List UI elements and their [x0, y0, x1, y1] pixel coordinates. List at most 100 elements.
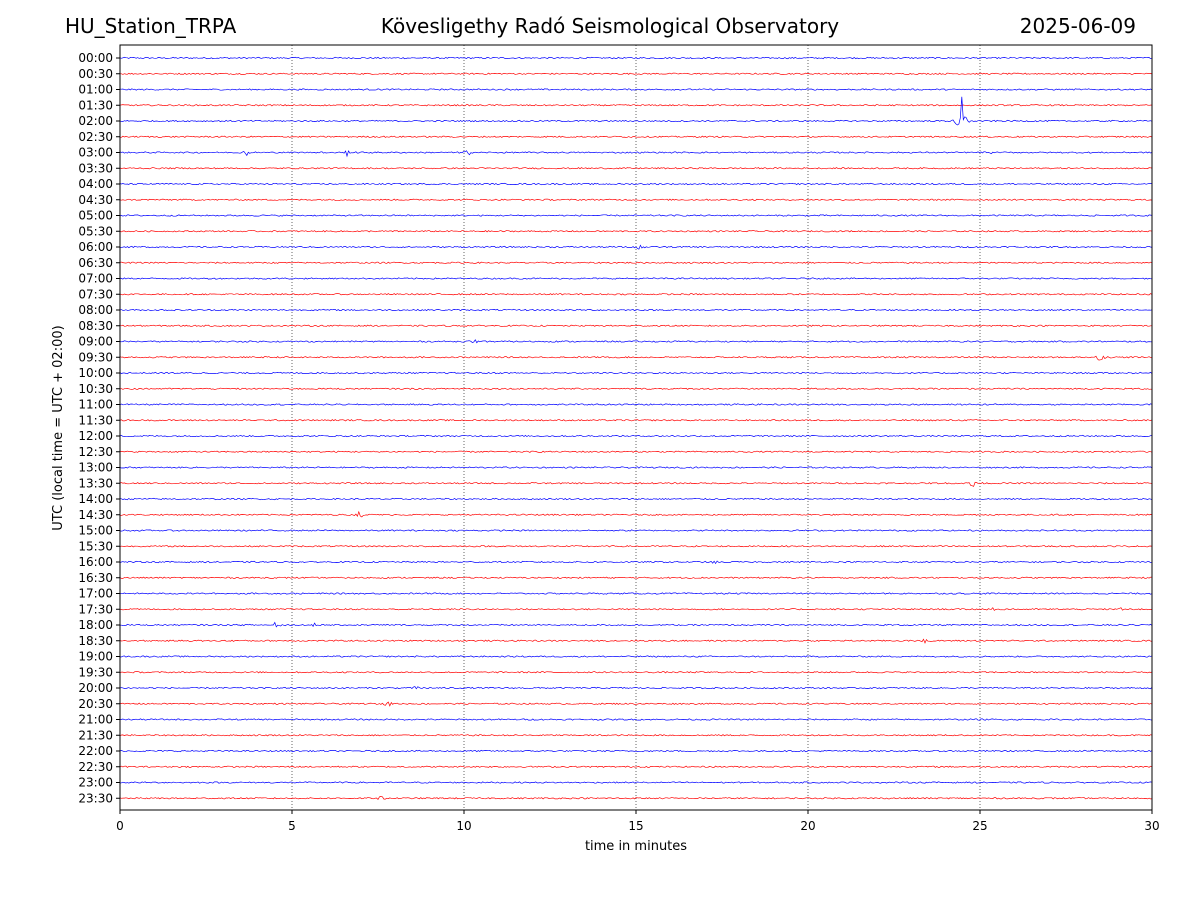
- y-tick-label: 16:00: [78, 555, 113, 569]
- seismogram-trace: [119, 686, 1153, 690]
- seismogram-trace: [119, 387, 1152, 390]
- seismogram-trace: [119, 182, 1152, 186]
- y-tick-label: 08:30: [78, 319, 113, 333]
- y-tick-label: 20:30: [78, 697, 113, 711]
- seismogram-trace: [119, 781, 1153, 784]
- x-axis-ticks: 0 5 10 15 20 25 30: [116, 810, 1160, 833]
- y-tick-label: 22:30: [78, 760, 113, 774]
- seismogram-trace: [119, 607, 1153, 611]
- seismogram-trace: [119, 734, 1153, 737]
- y-tick-label: 14:30: [78, 508, 113, 522]
- seismogram-trace: [119, 96, 1153, 126]
- seismogram-trace: [119, 592, 1153, 595]
- y-tick-label: 00:00: [78, 51, 113, 65]
- seismogram-trace: [119, 434, 1153, 438]
- seismogram-trace: [119, 261, 1153, 264]
- y-tick-label: 05:30: [78, 224, 113, 238]
- seismogram-trace: [119, 497, 1153, 501]
- y-tick-label: 10:30: [78, 382, 113, 396]
- x-tick-label: 30: [1144, 819, 1159, 833]
- y-tick-label: 14:00: [78, 492, 113, 506]
- seismogram-trace: [119, 198, 1153, 201]
- seismogram-trace: [119, 545, 1153, 548]
- y-tick-label: 02:00: [78, 114, 113, 128]
- seismogram-trace: [119, 450, 1153, 453]
- y-tick-label: 22:00: [78, 744, 113, 758]
- seismogram-trace: [119, 293, 1153, 296]
- y-tick-label: 02:30: [78, 130, 113, 144]
- seismogram-trace: [119, 796, 1152, 800]
- x-axis-label: time in minutes: [585, 839, 687, 854]
- seismogram-trace: [119, 529, 1153, 532]
- seismogram-trace: [119, 104, 1153, 107]
- y-tick-label: 21:00: [78, 713, 113, 727]
- chart-date: 2025-06-09: [1019, 14, 1136, 38]
- seismogram-trace: [119, 718, 1153, 721]
- y-tick-label: 03:00: [78, 146, 113, 160]
- y-tick-label: 19:30: [78, 665, 113, 679]
- seismogram-trace: [119, 150, 1153, 158]
- seismogram-trace: [119, 466, 1153, 469]
- seismogram-trace: [119, 244, 1153, 250]
- y-tick-label: 19:00: [78, 650, 113, 664]
- y-tick-label: 07:00: [78, 272, 113, 286]
- seismogram-trace: [119, 324, 1152, 327]
- chart-title: Kövesligethy Radó Seismological Observat…: [380, 14, 840, 38]
- y-tick-label: 20:00: [78, 681, 113, 695]
- y-tick-label: 13:30: [78, 476, 113, 490]
- x-tick-label: 15: [628, 819, 643, 833]
- y-tick-label: 00:30: [78, 67, 113, 81]
- y-tick-label: 23:00: [78, 776, 113, 790]
- y-tick-label: 01:00: [78, 83, 113, 97]
- seismogram-trace: [119, 765, 1153, 768]
- y-tick-label: 12:00: [78, 429, 113, 443]
- seismogram-trace: [119, 638, 1153, 644]
- y-tick-label: 03:30: [78, 161, 113, 175]
- y-axis-label: UTC (local time = UTC + 02:00): [51, 325, 66, 530]
- y-tick-label: 15:30: [78, 539, 113, 553]
- seismogram-trace: [119, 655, 1153, 658]
- seismogram-trace: [119, 510, 1153, 518]
- y-tick-label: 15:00: [78, 524, 113, 538]
- seismogram-trace: [119, 230, 1153, 233]
- y-tick-label: 04:30: [78, 193, 113, 207]
- seismogram-trace: [119, 308, 1153, 312]
- x-tick-label: 5: [288, 819, 296, 833]
- seismogram-trace: [119, 576, 1153, 579]
- seismogram-trace: [119, 701, 1153, 707]
- seismogram-trace: [119, 167, 1153, 170]
- x-tick-label: 10: [456, 819, 471, 833]
- seismogram-trace: [119, 749, 1153, 753]
- x-tick-label: 0: [116, 819, 124, 833]
- seismogram-trace: [120, 72, 1153, 75]
- y-tick-label: 06:00: [78, 240, 113, 254]
- seismogram-trace: [119, 88, 1153, 91]
- y-tick-label: 17:30: [78, 602, 113, 616]
- y-tick-label: 08:00: [78, 303, 113, 317]
- seismogram-trace: [119, 339, 1153, 344]
- y-tick-label: 06:30: [78, 256, 113, 270]
- x-tick-label: 25: [972, 819, 987, 833]
- y-tick-label: 07:30: [78, 287, 113, 301]
- y-tick-label: 17:00: [78, 587, 113, 601]
- seismogram-trace: [119, 481, 1153, 487]
- seismogram-trace: [119, 214, 1153, 217]
- y-tick-label: 21:30: [78, 728, 113, 742]
- y-tick-label: 01:30: [78, 98, 113, 112]
- station-name: HU_Station_TRPA: [65, 14, 237, 38]
- y-tick-label: 23:30: [78, 791, 113, 805]
- x-tick-label: 20: [800, 819, 815, 833]
- seismogram-trace: [119, 56, 1152, 60]
- y-tick-label: 09:00: [78, 335, 113, 349]
- seismogram-trace: [119, 621, 1153, 628]
- seismogram-traces: [119, 56, 1153, 800]
- y-tick-label: 13:00: [78, 461, 113, 475]
- seismogram-trace: [119, 355, 1153, 361]
- y-tick-label: 18:00: [78, 618, 113, 632]
- y-tick-label: 16:30: [78, 571, 113, 585]
- y-tick-label: 11:30: [78, 413, 113, 427]
- seismogram-trace: [119, 671, 1153, 674]
- y-tick-label: 04:00: [78, 177, 113, 191]
